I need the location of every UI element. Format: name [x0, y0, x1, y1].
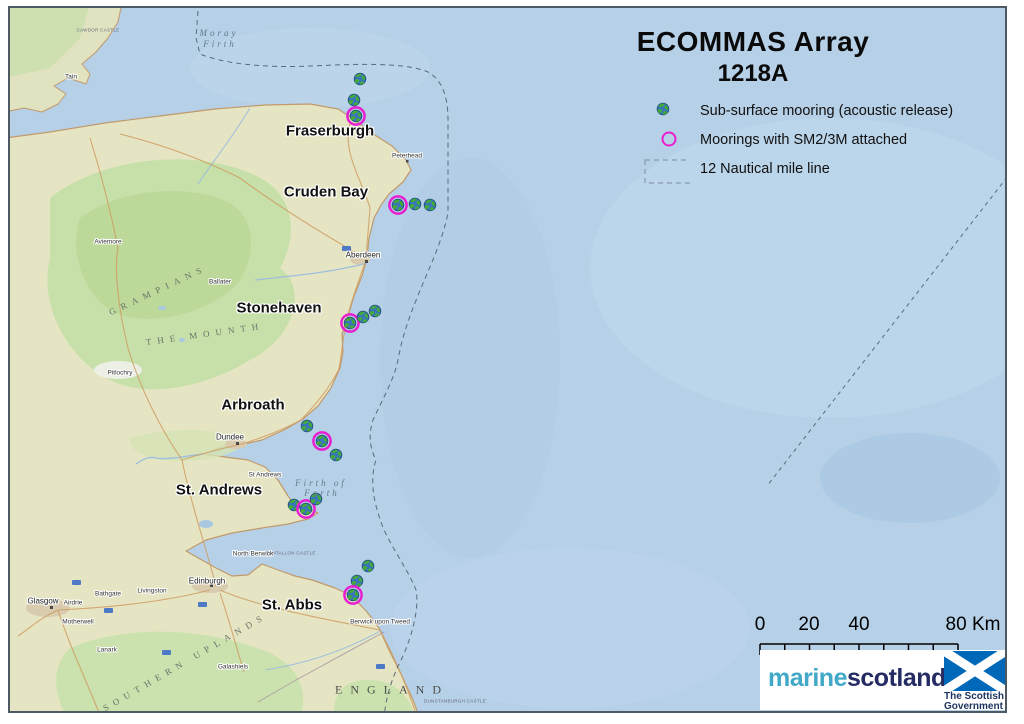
legend-nm-label: 12 Nautical mile line [700, 161, 830, 177]
sm-ring-legend-icon [661, 131, 677, 147]
legend-mooring-label: Sub-surface mooring (acoustic release) [700, 103, 954, 119]
scale-bar-ticks [759, 643, 959, 655]
map-title: ECOMMAS Array 1218A [608, 26, 898, 88]
scale-bar-label: 20 [798, 614, 819, 635]
scale-bar-label: 0 [755, 614, 766, 635]
logo-box: marinescotland The Scottish Government [760, 650, 1005, 712]
marine-logo-text: marine [768, 664, 847, 692]
scale-bar-label: 80 Km [946, 614, 1001, 635]
marine-scotland-logo: marinescotland [768, 664, 946, 693]
sm-ring-icon [312, 431, 332, 451]
sm-ring-icon [340, 313, 360, 333]
title-legend-layer: ECOMMAS Array 1218A Sub-surface mooring … [10, 8, 1005, 711]
map-title-line1: ECOMMAS Array [636, 26, 870, 57]
map-title-line2: 1218A [717, 60, 789, 87]
scotland-logo-text: scotland [846, 664, 946, 692]
sm-ring-icon [388, 195, 408, 215]
legend-sm-label: Moorings with SM2/3M attached [700, 132, 908, 148]
offshore-boundary-line [766, 179, 1005, 487]
scale-bar: 0 20 40 80 Km [755, 614, 1001, 655]
scale-bar-label: 40 [848, 614, 869, 635]
legend-symbols [644, 102, 690, 184]
map-frame: 0 20 40 80 Km Fraserburgh Cruden Bay Stonehav… [8, 6, 1007, 713]
sm-ring-icon [346, 106, 366, 126]
saltire-flag-icon [944, 651, 1005, 691]
gov-logo-line1: The Scottish [944, 691, 1005, 702]
scottish-government-logo: The Scottish Government [944, 651, 1005, 712]
gov-logo-line2: Government [944, 701, 1003, 712]
twelve-nm-line [195, 10, 449, 711]
sm-ring-icon [296, 499, 316, 519]
mooring-markers-layer [287, 72, 437, 605]
basemap: 0 20 40 80 Km [10, 8, 1005, 711]
sm-ring-icon [343, 585, 363, 605]
road-shield-icons [72, 246, 385, 669]
nm-line-legend-icon [644, 159, 690, 184]
footer-layer: marinescotland The Scottish Government [10, 8, 1005, 712]
